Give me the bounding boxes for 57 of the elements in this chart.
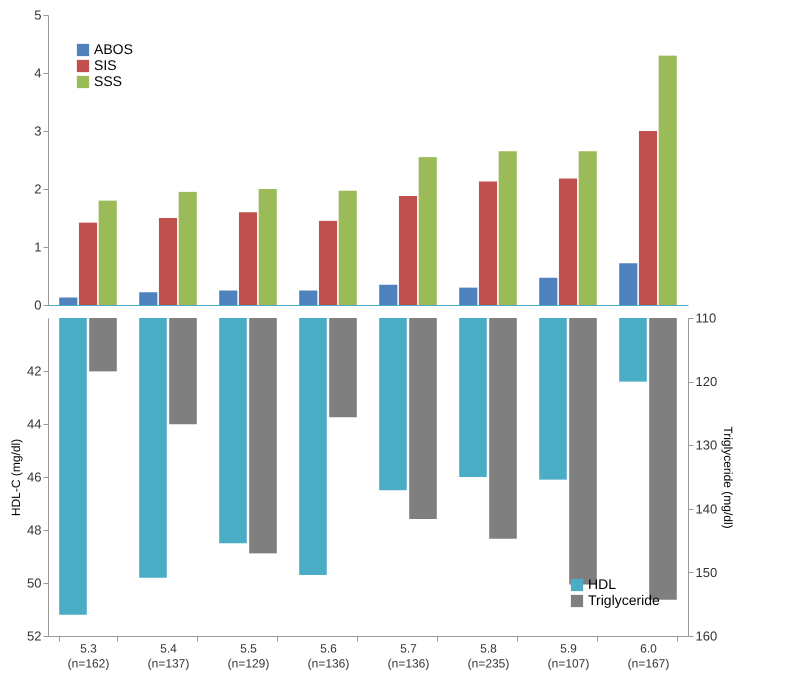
bar bbox=[459, 288, 478, 305]
bar bbox=[379, 284, 398, 305]
x-tick-label: 6.0 (n=167) bbox=[628, 642, 670, 670]
y-tick-label: 42 bbox=[27, 364, 42, 378]
y-tick-label: 0 bbox=[34, 298, 42, 312]
y-tick-label: 5 bbox=[34, 8, 42, 22]
bar bbox=[139, 292, 158, 305]
y-tick-label: 3 bbox=[34, 124, 42, 138]
bar bbox=[318, 220, 338, 305]
x-tick-label: 5.5 (n=129) bbox=[228, 642, 270, 670]
y-tick-label: 44 bbox=[27, 416, 42, 432]
y2-tick-label: 120 bbox=[696, 374, 718, 390]
bar bbox=[478, 181, 498, 305]
x-tick-label: 5.3 (n=162) bbox=[68, 642, 110, 670]
bar bbox=[299, 290, 318, 305]
legend-label: Triglyceride bbox=[588, 592, 660, 608]
y-tick-label: 46 bbox=[27, 470, 42, 484]
bar bbox=[498, 151, 517, 305]
bar bbox=[98, 200, 117, 305]
bar bbox=[558, 178, 578, 305]
bar bbox=[338, 190, 357, 305]
x-tick-label: 5.8 (n=235) bbox=[468, 642, 510, 670]
y-tick-label: 4 bbox=[34, 66, 42, 80]
y2-tick-label: 160 bbox=[696, 628, 718, 644]
legend-label: SSS bbox=[94, 73, 122, 89]
x-tick-label: 5.4 (n=137) bbox=[148, 642, 190, 670]
y2-axis-title: Triglyceride (mg/dl) bbox=[721, 426, 736, 529]
y-axis-title: HDL-C (mg/dl) bbox=[9, 438, 24, 516]
y2-tick-label: 110 bbox=[696, 310, 716, 326]
bar bbox=[418, 157, 437, 305]
bar bbox=[178, 192, 197, 305]
bar bbox=[238, 212, 258, 305]
bar bbox=[398, 196, 418, 305]
legend-label: SIS bbox=[94, 57, 117, 73]
bar bbox=[219, 290, 238, 305]
y-tick-label: 50 bbox=[27, 576, 42, 590]
bar bbox=[158, 218, 178, 305]
bar bbox=[78, 222, 98, 305]
bar bbox=[578, 151, 597, 305]
bar bbox=[638, 131, 658, 305]
legend-label: ABOS bbox=[94, 41, 133, 57]
x-tick-label: 5.7 (n=136) bbox=[388, 642, 430, 670]
x-tick-label: 5.6 (n=136) bbox=[308, 642, 350, 670]
y-tick-label: 48 bbox=[27, 522, 42, 538]
y2-tick-label: 150 bbox=[696, 564, 718, 580]
bar bbox=[619, 263, 638, 305]
legend-label: HDL bbox=[588, 576, 616, 592]
bar bbox=[539, 278, 558, 305]
y2-tick-label: 130 bbox=[696, 438, 718, 453]
y-tick-label: 2 bbox=[34, 182, 42, 196]
bar bbox=[258, 189, 277, 305]
y-tick-label: 1 bbox=[34, 240, 42, 254]
y-tick-label: 52 bbox=[27, 628, 42, 644]
x-tick-label: 5.9 (n=107) bbox=[548, 642, 590, 670]
y2-tick-label: 140 bbox=[696, 501, 718, 516]
bar bbox=[658, 56, 677, 305]
bar bbox=[59, 297, 78, 305]
